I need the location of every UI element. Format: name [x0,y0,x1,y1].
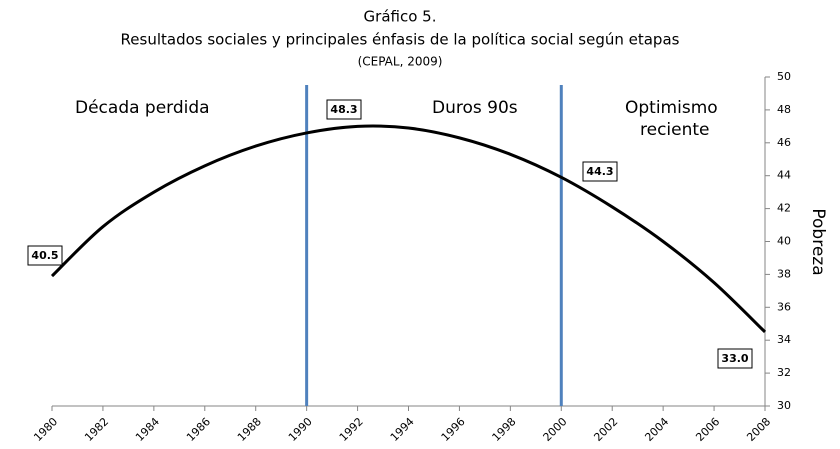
y-tick-label: 34 [777,333,791,346]
x-tick-label: 1992 [337,415,366,444]
x-tick-label: 2006 [693,415,722,444]
x-tick-label: 1982 [82,415,111,444]
x-tick-label: 1988 [235,415,264,444]
period-label: Optimismo [625,98,718,118]
x-tick-label: 2000 [541,415,570,444]
x-tick-label: 2008 [744,415,773,444]
line-series [50,124,767,334]
label-box [582,161,618,182]
x-tick-label: 1980 [31,415,60,444]
x-tick-label: 1990 [286,415,315,444]
label-box [326,99,362,120]
y-tick-label: 32 [777,366,791,379]
x-tick-label: 1996 [439,415,468,444]
point-label: 44.3 [586,165,613,178]
y-tick-label: 36 [777,300,791,313]
y-tick-label: 38 [777,267,791,280]
period-label: Década perdida [75,98,210,118]
y-tick-label: 42 [777,202,791,215]
x-tick-label: 1994 [388,415,417,444]
x-tick-label: 1986 [184,415,213,444]
x-tick-label: 2004 [642,415,671,444]
x-tick-label: 1984 [133,415,162,444]
y-tick-label: 46 [777,136,791,149]
x-tick-label: 2002 [591,415,620,444]
y-tick-label: 30 [777,399,791,412]
y-tick-label: 40 [777,235,791,248]
y-tick-label: 44 [777,169,791,182]
chart-source: (CEPAL, 2009) [358,55,443,69]
label-box [27,245,63,266]
period-label: Duros 90s [432,98,518,118]
y-tick-label: 50 [777,70,791,83]
point-label: 48.3 [330,103,357,116]
y-axis-label: Pobreza [808,208,828,275]
point-label: 40.5 [31,249,58,262]
point-label: 33.0 [721,352,748,365]
y-tick-label: 48 [777,103,791,116]
chart-subtitle: Resultados sociales y principales énfasi… [121,31,680,49]
chart-title: Gráfico 5. [364,8,437,26]
label-box [717,348,753,369]
x-tick-label: 1998 [490,415,519,444]
period-label: reciente [640,120,710,140]
